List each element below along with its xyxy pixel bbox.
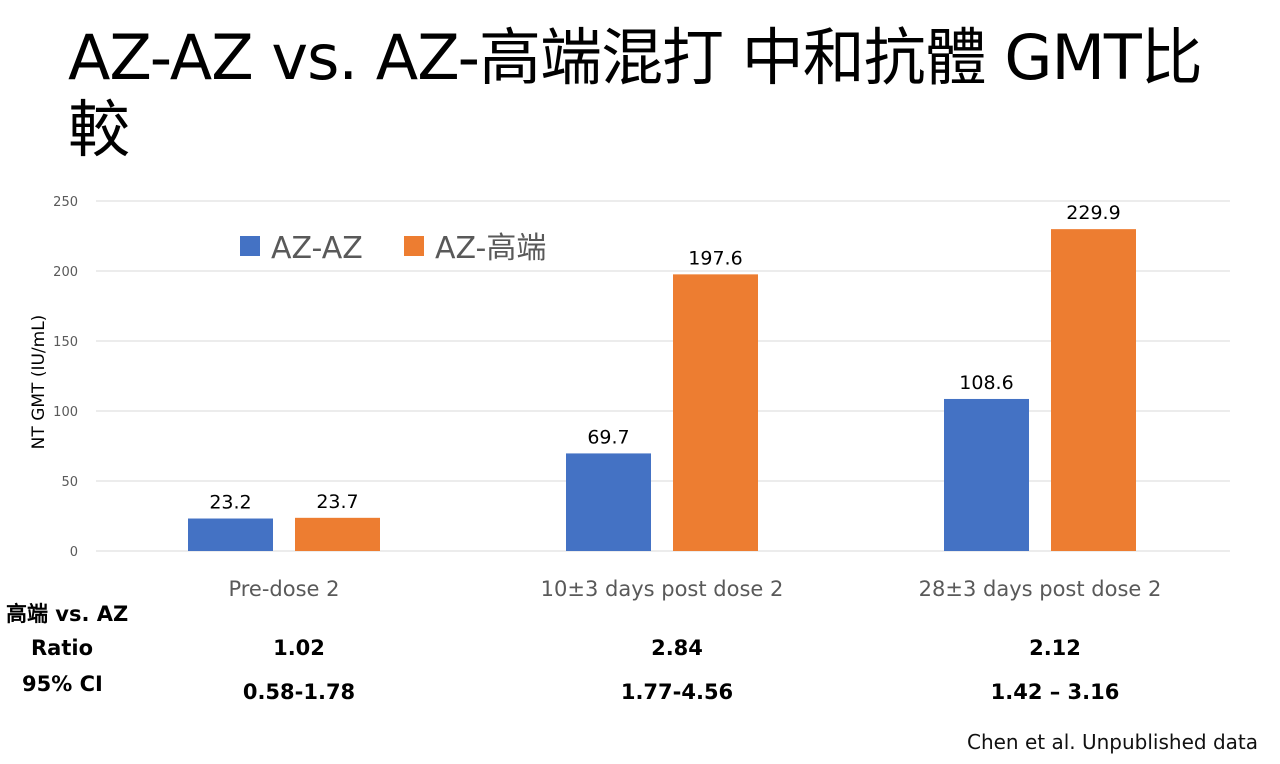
y-tick-label: 0 [70,545,78,560]
y-axis-ticks: 0 50 100 150 200 250 [53,195,78,560]
slide-title: AZ-AZ vs. AZ-高端混打 中和抗體 GMT比較 [68,21,1203,166]
bars [188,229,1136,551]
bar-az-medigen [673,274,758,551]
bar-az-medigen [1051,229,1136,551]
bar-az-medigen [295,517,380,551]
bar-az-az [944,398,1029,551]
legend-swatch [240,236,260,256]
y-axis-label: NT GMT (IU/mL) [29,315,49,450]
ci-value: 1.77-4.56 [620,680,734,704]
bar-chart: 0 50 100 150 200 250 NT GMT (IU/mL) 23.2 69.7 1… [29,195,1230,601]
ci-value: 0.58-1.78 [242,680,356,704]
comparison-header: 高端 vs. AZ [6,602,129,626]
y-tick-label: 150 [53,335,78,350]
bar-value-label: 229.9 [1066,202,1120,224]
legend-label: AZ-高端 [435,231,546,266]
ratio-value: 1.02 [273,636,325,660]
ci-row-label: 95% CI [22,672,103,696]
y-tick-label: 250 [53,195,78,210]
y-tick-label: 200 [53,265,78,280]
bar-az-az [566,453,651,551]
x-category-label: Pre-dose 2 [228,577,339,601]
legend-label: AZ-AZ [271,231,363,266]
bar-value-label: 69.7 [587,426,629,448]
x-category-label: 10±3 days post dose 2 [541,577,784,601]
ratio-value: 2.12 [1029,636,1081,660]
ci-value: 1.42 – 3.16 [990,680,1120,704]
bar-az-az [188,518,273,551]
x-axis-categories: Pre-dose 2 10±3 days post dose 2 28±3 days… [228,577,1161,601]
ratio-value: 2.84 [651,636,703,660]
bar-value-label: 108.6 [959,372,1013,394]
bar-value-label: 23.7 [316,491,358,513]
x-category-label: 28±3 days post dose 2 [919,577,1162,601]
citation: Chen et al. Unpublished data [966,730,1258,754]
bar-value-label: 197.6 [688,247,742,269]
bar-value-labels: 23.2 69.7 108.6 23.7 197.6 229.9 [209,202,1120,513]
gridlines [96,200,1230,552]
legend-swatch [404,236,424,256]
legend: AZ-AZ AZ-高端 [240,231,546,266]
bar-value-label: 23.2 [209,492,251,514]
ratio-row-label: Ratio [31,636,94,660]
y-tick-label: 50 [61,475,78,490]
y-tick-label: 100 [53,405,78,420]
